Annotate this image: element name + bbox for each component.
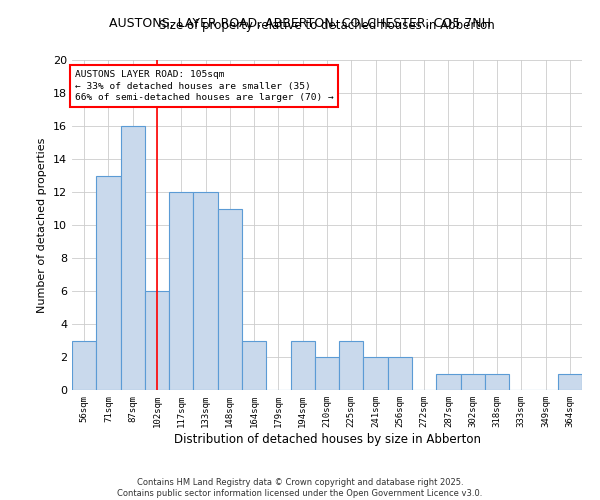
Title: Size of property relative to detached houses in Abberton: Size of property relative to detached ho… [159, 20, 495, 32]
Bar [461, 374, 485, 390]
Bar [96, 176, 121, 390]
Bar [145, 291, 169, 390]
Bar [339, 340, 364, 390]
Bar [242, 340, 266, 390]
Y-axis label: Number of detached properties: Number of detached properties [37, 138, 47, 312]
Bar [388, 357, 412, 390]
Bar [558, 374, 582, 390]
Bar [169, 192, 193, 390]
Bar [315, 357, 339, 390]
Bar [485, 374, 509, 390]
Bar [193, 192, 218, 390]
Bar [72, 340, 96, 390]
Bar [436, 374, 461, 390]
Bar [121, 126, 145, 390]
Bar [364, 357, 388, 390]
Text: AUSTONS LAYER ROAD: 105sqm
← 33% of detached houses are smaller (35)
66% of semi: AUSTONS LAYER ROAD: 105sqm ← 33% of deta… [74, 70, 334, 102]
Text: Contains HM Land Registry data © Crown copyright and database right 2025.
Contai: Contains HM Land Registry data © Crown c… [118, 478, 482, 498]
Text: AUSTONS, LAYER ROAD, ABBERTON, COLCHESTER, CO5 7NH: AUSTONS, LAYER ROAD, ABBERTON, COLCHESTE… [109, 18, 491, 30]
Bar [290, 340, 315, 390]
Bar [218, 208, 242, 390]
X-axis label: Distribution of detached houses by size in Abberton: Distribution of detached houses by size … [173, 432, 481, 446]
